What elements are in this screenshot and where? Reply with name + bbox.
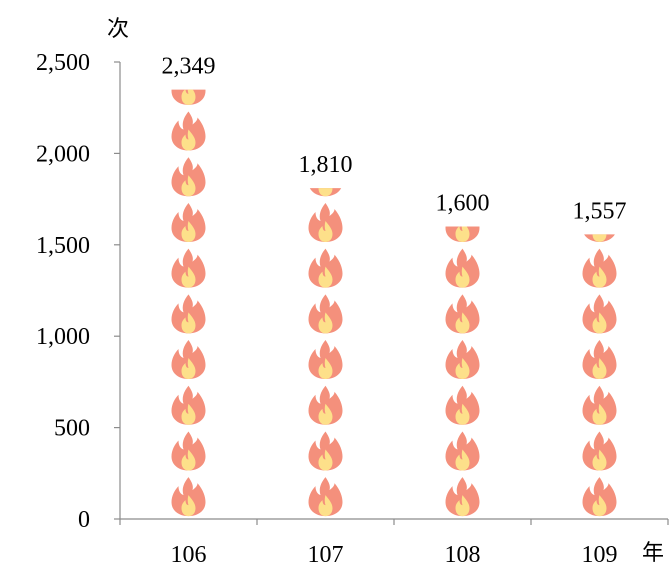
bar [308, 188, 343, 517]
flame-icon [171, 431, 206, 471]
flame-icon [171, 111, 206, 151]
flame-icon [308, 431, 343, 471]
flame-icon [171, 294, 206, 334]
flame-icon [445, 477, 480, 517]
flame-icon [308, 385, 343, 425]
bar [445, 226, 480, 517]
flame-icon [171, 248, 206, 288]
y-tick-label: 2,000 [36, 141, 90, 167]
flame-icon [445, 294, 480, 334]
flame-icon [171, 202, 206, 242]
data-labels: 2,349 1,810 1,600 1,557 [162, 54, 627, 225]
data-label: 1,810 [299, 152, 353, 178]
bar [582, 234, 617, 517]
flame-icon [308, 248, 343, 288]
flame-icon [171, 340, 206, 380]
flame-icon [308, 202, 343, 242]
x-axis-ticks: 106 107 108 109 [119, 519, 669, 568]
x-tick-label: 106 [171, 542, 207, 568]
y-tick-label: 500 [54, 416, 90, 442]
x-tick-label: 109 [582, 542, 618, 568]
bar-series [171, 89, 617, 517]
data-label: 2,349 [162, 54, 216, 80]
flame-icon [308, 294, 343, 334]
y-tick-label: 1,000 [36, 324, 90, 350]
flame-icon [445, 340, 480, 380]
flame-icon [582, 477, 617, 517]
x-tick-label: 107 [308, 542, 344, 568]
flame-icon [582, 248, 617, 288]
flame-icon [582, 431, 617, 471]
flame-icon [171, 385, 206, 425]
flame-icon [445, 385, 480, 425]
x-axis-unit-label: 年 [642, 540, 664, 565]
y-axis-unit-label: 次 [107, 16, 129, 41]
flame-icon [171, 157, 206, 197]
bar [171, 89, 206, 517]
y-tick-label: 2,500 [36, 50, 90, 76]
y-tick-label: 1,500 [36, 233, 90, 259]
flame-icon [445, 248, 480, 288]
y-tick-label: 0 [78, 507, 90, 533]
flame-icon [171, 477, 206, 517]
flame-icon [582, 340, 617, 380]
flame-icon [308, 477, 343, 517]
data-label: 1,557 [573, 198, 627, 224]
flame-icon [308, 340, 343, 380]
flame-icon [445, 431, 480, 471]
y-axis-ticks: 0 500 1,000 1,500 2,000 2,500 [36, 50, 120, 533]
data-label: 1,600 [436, 191, 490, 217]
flame-icon [582, 385, 617, 425]
x-tick-label: 108 [445, 542, 481, 568]
flame-icon [582, 294, 617, 334]
